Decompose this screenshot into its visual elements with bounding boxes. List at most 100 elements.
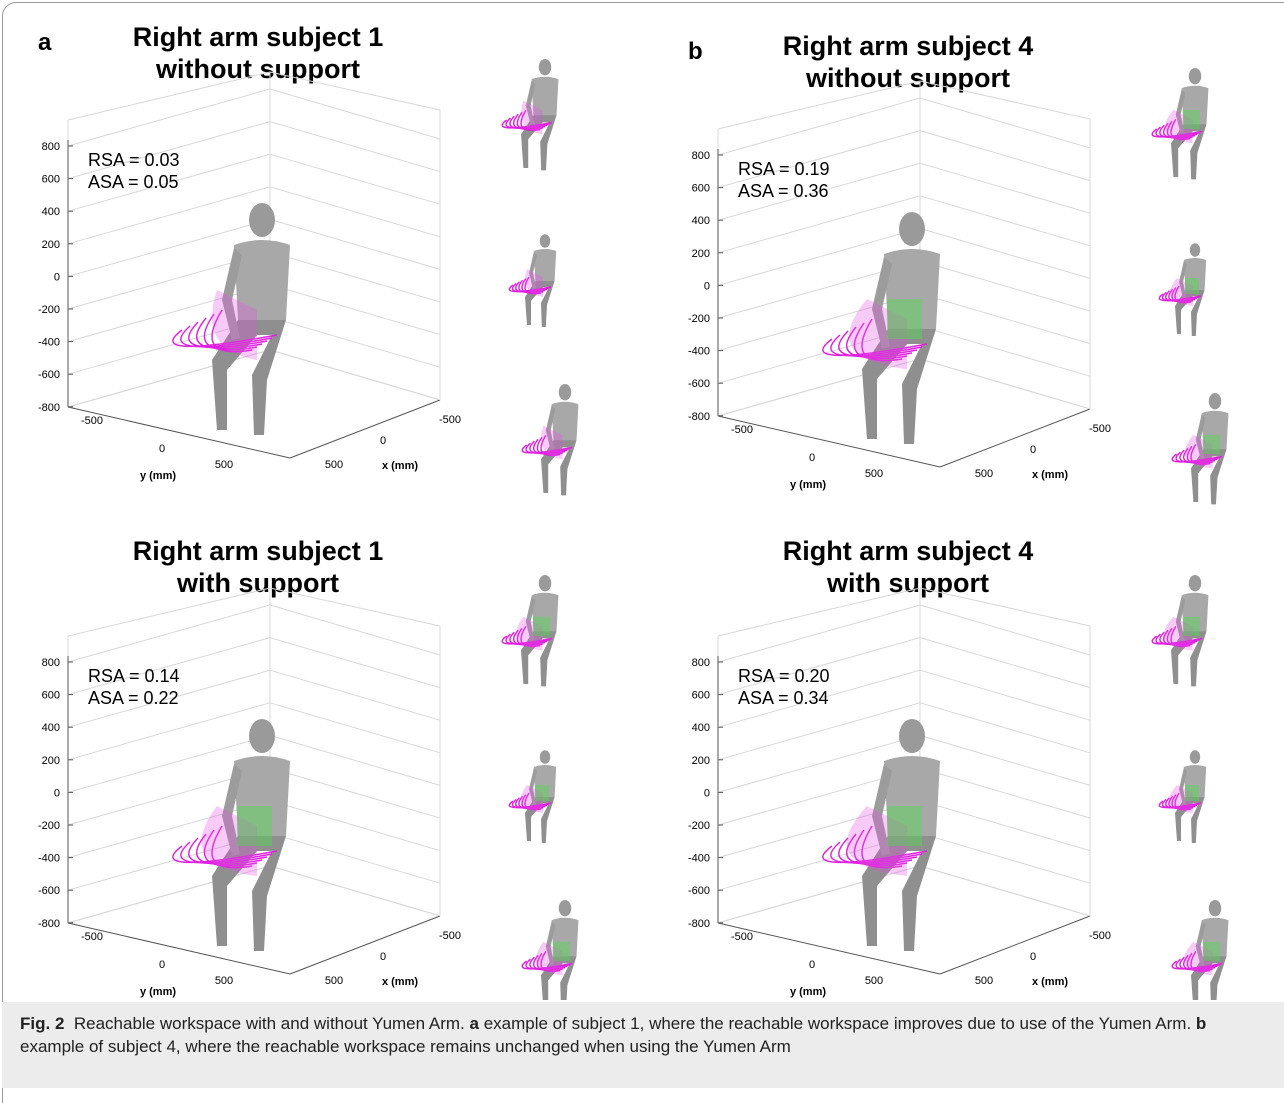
grid-line bbox=[718, 196, 920, 253]
panel-title: Right arm subject 1 bbox=[133, 22, 384, 52]
x-tick-label: -500 bbox=[1089, 930, 1111, 942]
z-tick-label: 0 bbox=[54, 271, 60, 283]
human-model bbox=[509, 234, 556, 327]
head bbox=[540, 750, 550, 764]
z-tick-label: -600 bbox=[38, 369, 60, 381]
grid-line bbox=[718, 605, 920, 662]
z-tick-label: 600 bbox=[692, 690, 710, 702]
y-tick-label: 500 bbox=[215, 459, 233, 471]
y-tick-label: -500 bbox=[731, 931, 753, 943]
box-edge bbox=[718, 588, 920, 636]
z-tick-label: -400 bbox=[38, 337, 60, 349]
x-tick-label: 500 bbox=[975, 468, 993, 480]
grid-line bbox=[920, 163, 1090, 213]
workspace-surface bbox=[887, 299, 922, 339]
z-tick-label: 400 bbox=[42, 206, 60, 218]
z-tick-label: 0 bbox=[54, 787, 60, 799]
y-axis-label: y (mm) bbox=[140, 986, 176, 998]
grid-line bbox=[270, 219, 440, 269]
x-tick-label: -500 bbox=[439, 414, 461, 426]
z-tick-label: 600 bbox=[42, 174, 60, 186]
z-tick-label: 400 bbox=[42, 722, 60, 734]
grid-line bbox=[718, 703, 920, 760]
axis-line bbox=[290, 400, 440, 458]
x-tick-label: -500 bbox=[439, 930, 461, 942]
z-tick-label: 200 bbox=[42, 239, 60, 251]
workspace-surface bbox=[553, 942, 570, 961]
grid-line bbox=[920, 703, 1090, 753]
human-model bbox=[522, 384, 578, 495]
grid-line bbox=[920, 294, 1090, 344]
human-model bbox=[823, 719, 940, 951]
z-tick-label: 0 bbox=[704, 787, 710, 799]
head bbox=[540, 234, 550, 248]
grid-line bbox=[920, 261, 1090, 311]
x-axis-label: x (mm) bbox=[1032, 976, 1068, 988]
rsa-value: RSA = 0.14 bbox=[88, 666, 180, 686]
workspace-surface bbox=[1185, 278, 1199, 294]
grid-line bbox=[270, 285, 440, 335]
asa-value: ASA = 0.34 bbox=[738, 688, 829, 708]
grid-line bbox=[270, 350, 440, 400]
workspace-surface bbox=[535, 785, 549, 801]
head bbox=[899, 212, 925, 246]
x-tick-label: 0 bbox=[380, 951, 386, 963]
asa-value: ASA = 0.36 bbox=[738, 181, 829, 201]
grid-line bbox=[270, 801, 440, 851]
y-tick-label: -500 bbox=[81, 931, 103, 943]
z-tick-label: -600 bbox=[688, 378, 710, 390]
y-tick-label: 0 bbox=[159, 443, 165, 455]
x-tick-label: -500 bbox=[1089, 423, 1111, 435]
z-tick-label: 800 bbox=[42, 657, 60, 669]
z-tick-label: -200 bbox=[38, 820, 60, 832]
workspace-surface bbox=[533, 617, 550, 636]
human-model bbox=[502, 575, 558, 686]
human-model bbox=[522, 900, 578, 1000]
grid-line bbox=[270, 638, 440, 688]
caption-text: Reachable workspace with and without Yum… bbox=[74, 1014, 465, 1033]
grid-line bbox=[270, 670, 440, 720]
panel-title: without support bbox=[155, 54, 360, 84]
z-tick-label: 800 bbox=[42, 141, 60, 153]
z-tick-label: 800 bbox=[692, 150, 710, 162]
caption-letter: b bbox=[1196, 1014, 1206, 1033]
head bbox=[539, 575, 551, 591]
asa-value: ASA = 0.22 bbox=[88, 688, 179, 708]
human-model bbox=[502, 59, 558, 170]
z-tick-label: -400 bbox=[688, 346, 710, 358]
panel-title: Right arm subject 1 bbox=[133, 536, 384, 566]
grid-line bbox=[68, 703, 270, 760]
z-tick-label: 800 bbox=[692, 657, 710, 669]
z-tick-label: -800 bbox=[688, 411, 710, 423]
caption-label: Fig. 2 bbox=[20, 1014, 64, 1033]
z-tick-label: 400 bbox=[692, 215, 710, 227]
z-tick-label: -200 bbox=[38, 304, 60, 316]
box-edge bbox=[270, 588, 440, 626]
z-tick-label: 200 bbox=[42, 755, 60, 767]
y-axis-label: y (mm) bbox=[790, 479, 826, 491]
head bbox=[539, 59, 551, 75]
panel-letter: b bbox=[688, 38, 703, 65]
rsa-value: RSA = 0.20 bbox=[738, 666, 830, 686]
grid-line bbox=[718, 98, 920, 155]
workspace-surface bbox=[1183, 110, 1200, 129]
head bbox=[1190, 243, 1200, 257]
z-tick-label: 200 bbox=[692, 248, 710, 260]
workspace-surface bbox=[887, 806, 922, 846]
head bbox=[1209, 900, 1221, 916]
y-tick-label: 0 bbox=[809, 959, 815, 971]
grid-line bbox=[68, 89, 270, 146]
grid-line bbox=[68, 350, 270, 407]
head bbox=[559, 900, 571, 916]
page: {"figure": {"panels": [ {"letter": "a", … bbox=[0, 0, 1284, 1088]
panel-title: without support bbox=[805, 63, 1010, 93]
panel: bRight arm subject 4without support80060… bbox=[688, 31, 1228, 504]
z-tick-label: -400 bbox=[688, 853, 710, 865]
grid-line bbox=[270, 89, 440, 139]
grid-line bbox=[270, 833, 440, 883]
grid-line bbox=[270, 122, 440, 172]
head bbox=[1190, 750, 1200, 764]
workspace-surface bbox=[1185, 785, 1199, 801]
